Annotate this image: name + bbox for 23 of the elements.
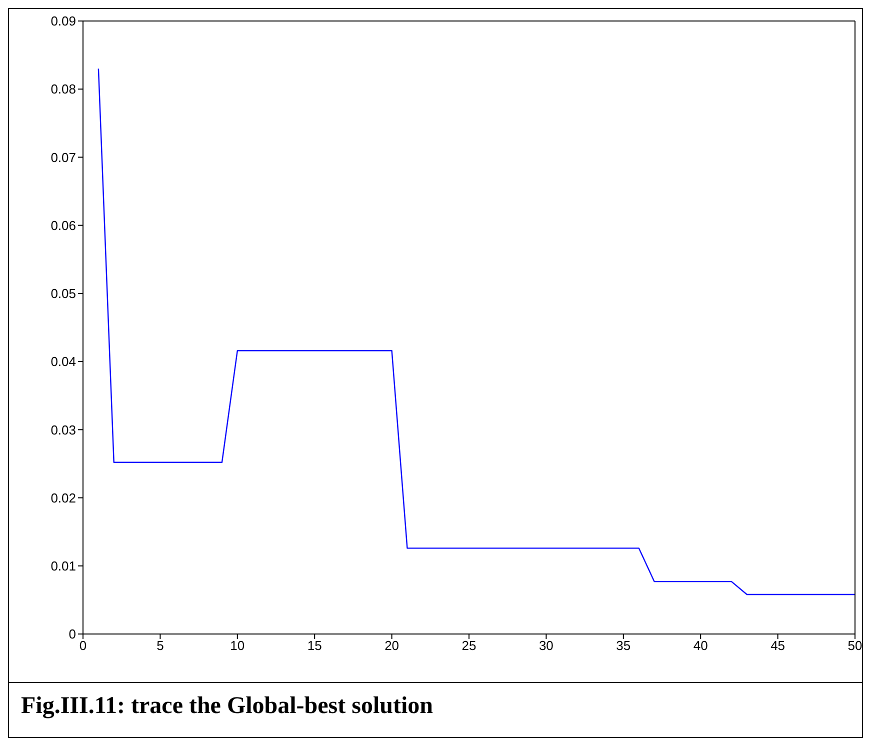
x-tick-label: 0 bbox=[79, 638, 87, 654]
x-tick-label: 40 bbox=[693, 638, 708, 654]
x-tick-label: 20 bbox=[384, 638, 400, 654]
y-tick-label: 0.04 bbox=[50, 354, 76, 370]
x-tick-label: 35 bbox=[616, 638, 631, 654]
x-tick-label: 25 bbox=[462, 638, 476, 654]
x-tick-label: 30 bbox=[538, 638, 554, 654]
y-tick-label: 0.08 bbox=[50, 82, 76, 97]
y-tick-label: 0.05 bbox=[50, 286, 76, 302]
y-tick-label: 0.09 bbox=[50, 14, 76, 29]
text: Fig.III.11: trace the Global-best solution bbox=[21, 693, 434, 720]
line-series bbox=[98, 68, 855, 596]
y-tick-label: 0.06 bbox=[50, 218, 76, 233]
y-tick-label: 0.03 bbox=[50, 422, 76, 438]
x-tick-label: 45 bbox=[770, 638, 786, 654]
x-tick-label: 15 bbox=[307, 638, 322, 654]
y-tick-label: 0 bbox=[68, 626, 76, 642]
x-tick-label: 5 bbox=[156, 638, 164, 654]
y-tick-label: 0.02 bbox=[50, 490, 76, 506]
x-tick-label: 10 bbox=[230, 638, 245, 654]
y-tick-label: 0.01 bbox=[50, 558, 76, 574]
x-tick-label: 50 bbox=[848, 638, 862, 654]
y-tick-label: 0.07 bbox=[50, 150, 76, 165]
